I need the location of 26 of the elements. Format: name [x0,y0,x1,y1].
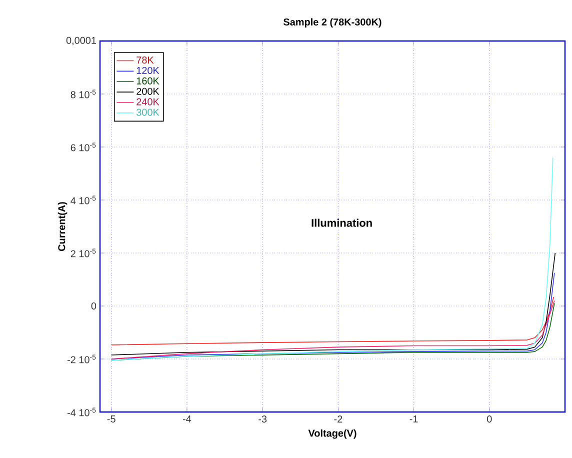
x-tick-label: -1 [410,416,418,422]
x-tick-label: -3 [258,416,267,423]
line-series [110,157,554,361]
y-tick-label: 6 10$^{-5}$ [70,142,96,152]
x-tick-label: -2 [334,416,342,422]
y-tick-label: 0,0001 [66,36,96,46]
y-tick-label: 0 [91,302,96,310]
legend-label: 300K [136,108,160,116]
x-tick-label: -4 [182,416,192,422]
legend-label: 240K [136,98,160,106]
y-tick-label: 2 10$^{-5}$ [70,248,96,258]
y-tick-label: -4 10$^{-5}$ [68,408,96,416]
y-tick-label: -2 10$^{-5}$ [68,354,96,364]
legend-label: 120K [136,66,160,74]
line-series [110,296,554,346]
y-tick-label: 4 10$^{-5}$ [70,196,96,204]
chart-title: Sample 2 (78K-300K) [284,18,382,28]
legend-label: 200K [136,88,160,95]
x-tick-label: 0 [487,416,492,423]
annotation: Illumination [312,218,372,227]
legend-label: 78K [136,56,154,64]
legend-label: 160K [136,77,160,84]
y-axis-title: Current(A) [58,202,68,251]
y-tick-label: 8 10$^{-5}$ [70,90,96,98]
x-axis-title: Voltage(V) [308,429,356,439]
x-tick-label: -5 [107,416,116,422]
